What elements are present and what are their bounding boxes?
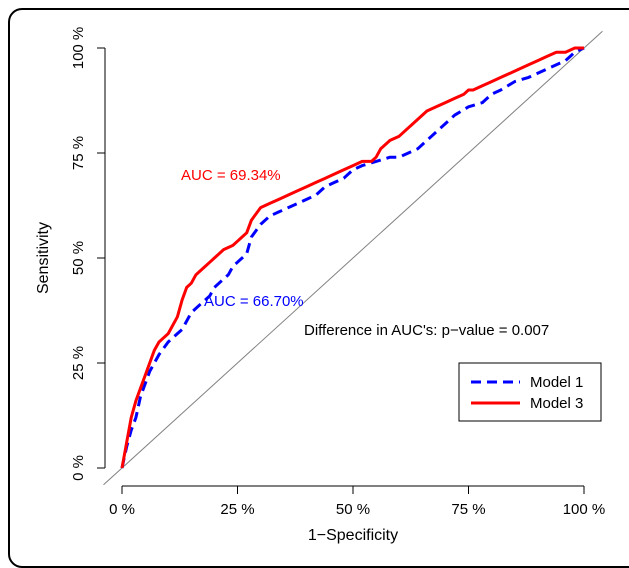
- legend: Model 1 Model 3: [458, 362, 602, 422]
- x-tick-label: 75 %: [451, 501, 485, 518]
- x-tick-label: 0 %: [109, 501, 135, 518]
- legend-label-model-3: Model 3: [530, 395, 583, 412]
- roc-curve-model-1: [120, 46, 585, 469]
- auc-model1-annotation: AUC = 66.70%: [204, 293, 304, 310]
- auc-difference-annotation: Difference in AUC's: p−value = 0.007: [304, 322, 549, 339]
- x-axis-title: 1−Specificity: [308, 527, 398, 544]
- roc-chart: 0 % 25 % 50 % 75 % 100 % 0 % 25 % 50 % 75 % 100 %…: [35, 27, 605, 544]
- y-tick-label: 75 %: [70, 136, 87, 170]
- x-tick-label: 50 %: [336, 501, 370, 518]
- reference-diagonal: [103, 30, 603, 486]
- series-layer: [120, 46, 585, 469]
- y-tick-label: 50 %: [70, 241, 87, 275]
- y-axis-title: Sensitivity: [35, 222, 52, 294]
- x-tick-label: 25 %: [220, 501, 254, 518]
- legend-box: [458, 362, 602, 422]
- auc-model3-annotation: AUC = 69.34%: [181, 167, 281, 184]
- roc-curve-model-3: [120, 46, 584, 469]
- y-tick-label: 25 %: [70, 346, 87, 380]
- legend-label-model-1: Model 1: [530, 374, 583, 391]
- axis-ticks: 0 % 25 % 50 % 75 % 100 % 0 % 25 % 50 % 75 % 100 %: [70, 27, 605, 518]
- x-tick-label: 100 %: [563, 501, 606, 518]
- y-tick-label: 0 %: [70, 455, 87, 481]
- y-tick-label: 100 %: [70, 27, 87, 70]
